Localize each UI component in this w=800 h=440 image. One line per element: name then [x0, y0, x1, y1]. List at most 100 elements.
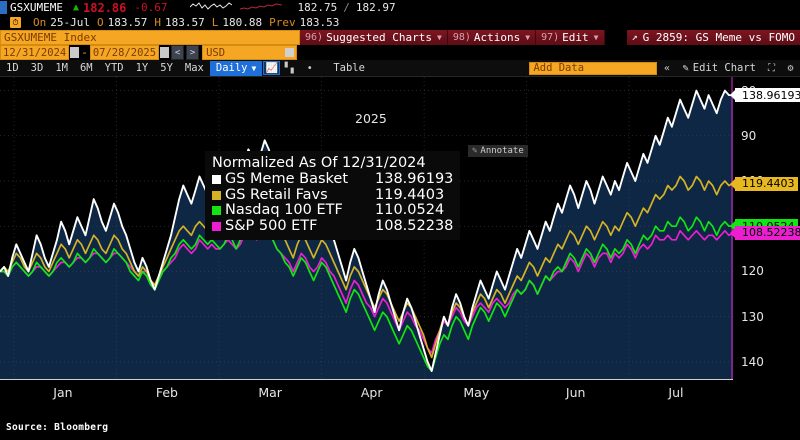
- currency-select[interactable]: USD: [202, 45, 298, 60]
- edit-button[interactable]: 97) Edit ▼: [536, 30, 605, 45]
- range-ytd[interactable]: YTD: [104, 62, 124, 74]
- legend-name: S&P 500 ETF: [225, 217, 318, 234]
- x-axis-year: 2025: [355, 111, 387, 126]
- bar-chart-icon[interactable]: ▘▖: [284, 62, 297, 74]
- ohlc-prev-value: 183.53: [299, 16, 340, 29]
- range-1d[interactable]: 1D: [6, 62, 19, 74]
- annotate-label: Annotate: [480, 146, 524, 156]
- suggested-charts-button[interactable]: 96) Suggested Charts ▼: [300, 30, 448, 45]
- quote-last-price: 182.86: [83, 0, 127, 15]
- line-chart-icon[interactable]: 📈: [263, 61, 281, 75]
- legend-value: 119.4403: [375, 186, 445, 203]
- range-5y[interactable]: 5Y: [160, 62, 173, 74]
- y-axis-tick: 90: [741, 128, 757, 143]
- legend-value: 138.96193: [375, 171, 454, 187]
- legend-swatch-icon: [212, 175, 221, 185]
- date-range-bar: 12/31/2024 - 07/28/2025 < > USD: [0, 45, 800, 60]
- suggested-charts-label: Suggested Charts: [326, 31, 433, 44]
- more-options-icon[interactable]: •: [306, 62, 313, 74]
- y-axis-tick: 130: [741, 309, 764, 324]
- gear-icon[interactable]: ⚙: [787, 62, 794, 74]
- range-1m[interactable]: 1M: [55, 62, 68, 74]
- start-date-input[interactable]: 12/31/2024: [0, 45, 70, 60]
- actions-number: 98): [452, 32, 471, 43]
- legend-item-retail: GS Retail Favs 119.4403: [212, 186, 453, 204]
- quote-header: GSXUMEME ▲ 182.86 -0.67 182.75 / 182.97 …: [0, 0, 800, 28]
- range-3d[interactable]: 3D: [30, 62, 44, 74]
- legend-item-meme: GS Meme Basket 138.96193: [212, 171, 454, 188]
- chart-title-label: G 2859: GS Meme vs FOMO: [642, 31, 795, 44]
- up-arrow-icon: ▲: [72, 2, 80, 13]
- chevron-down-icon: ▼: [525, 33, 531, 42]
- add-data-input[interactable]: Add Data: [529, 61, 658, 75]
- end-date-input[interactable]: 07/28/2025: [89, 45, 160, 60]
- actions-label: Actions: [473, 31, 521, 44]
- sparkline-icon: [189, 0, 232, 15]
- legend-value: 108.52238: [375, 217, 454, 234]
- pencil-icon: ✎: [472, 146, 478, 156]
- edit-chart-label: Edit Chart: [692, 62, 756, 74]
- suggested-charts-number: 96): [305, 32, 324, 43]
- axis-value-tag: 119.4403: [730, 176, 798, 191]
- legend-swatch-icon: [212, 190, 221, 200]
- edit-number: 97): [541, 32, 560, 43]
- ohlc-session: On: [33, 16, 47, 29]
- ohlc-prev-label: Prev: [269, 16, 296, 29]
- security-input[interactable]: GSXUMEME Index: [0, 30, 300, 45]
- range-1y[interactable]: 1Y: [135, 62, 149, 74]
- chart-legend: Normalized As Of 12/31/2024 GS Meme Bask…: [205, 151, 461, 240]
- annotate-button[interactable]: ✎ Annotate: [468, 145, 528, 157]
- legend-name: GS Retail Favs: [225, 186, 328, 203]
- ohlc-header: ⏱ On 25-Jul O 183.57 H 183.57 L 180.88 P…: [0, 15, 800, 30]
- x-axis-tick: Jul: [668, 385, 684, 400]
- actions-button[interactable]: 98) Actions ▼: [447, 30, 537, 45]
- next-period-button[interactable]: >: [186, 45, 200, 60]
- sparkline-secondary-icon: [239, 0, 282, 15]
- prev-period-button[interactable]: <: [171, 45, 185, 60]
- chevron-down-icon: ▼: [251, 63, 257, 73]
- axis-value-tag: 108.52238: [730, 225, 800, 240]
- legend-item-nasdaq: Nasdaq 100 ETF 110.0524: [212, 202, 453, 219]
- alert-bell-icon[interactable]: ⏱: [10, 17, 21, 28]
- chevron-down-icon: ▼: [593, 33, 599, 42]
- edit-chart-button[interactable]: ✎ Edit Chart: [676, 61, 762, 76]
- legend-title: Normalized As Of 12/31/2024: [212, 155, 426, 171]
- axis-value-tag: 138.96193: [730, 88, 800, 103]
- currency-value: USD: [206, 46, 226, 59]
- external-link-icon: ↗: [631, 32, 638, 43]
- security-color-swatch: [0, 1, 7, 14]
- period-label: Daily: [215, 62, 248, 74]
- legend-name: Nasdaq 100 ETF: [225, 202, 343, 218]
- x-axis-tick: Feb: [155, 385, 178, 400]
- quote-separator: /: [343, 1, 350, 14]
- ohlc-low-label: L: [211, 16, 219, 29]
- quote-ask: 182.97: [355, 1, 396, 14]
- range-max[interactable]: Max: [184, 62, 204, 74]
- ohlc-open-label: O: [97, 16, 104, 29]
- start-calendar-icon[interactable]: [70, 47, 80, 58]
- edit-label: Edit: [562, 31, 589, 44]
- range-6m[interactable]: 6M: [79, 62, 93, 74]
- chart-toolbar: 1D 3D 1M 6M YTD 1Y 5Y Max Daily ▼ 📈 ▘▖ •…: [0, 60, 800, 77]
- table-button[interactable]: Table: [333, 62, 365, 74]
- price-chart-svg[interactable]: [0, 77, 733, 380]
- date-range-dash: -: [81, 46, 88, 59]
- x-axis-tick: Apr: [360, 385, 383, 400]
- ohlc-low-value: 180.88: [222, 16, 263, 29]
- ohlc-open-value: 183.57: [107, 16, 148, 29]
- chevron-down-icon: ▼: [437, 33, 442, 42]
- chart-source-footer: Source: Bloomberg: [0, 418, 800, 440]
- chart-area[interactable]: ✎ Annotate Normalized As Of 12/31/2024 G…: [0, 77, 800, 416]
- quote-ticker[interactable]: GSXUMEME: [10, 1, 63, 14]
- end-calendar-icon[interactable]: [160, 47, 170, 58]
- period-select[interactable]: Daily ▼: [209, 60, 263, 76]
- legend-value: 110.0524: [375, 202, 445, 218]
- ohlc-high-label: H: [154, 16, 161, 29]
- collapse-icon[interactable]: «: [663, 62, 670, 74]
- fullscreen-icon[interactable]: ⛶: [768, 62, 775, 74]
- legend-swatch-icon: [212, 206, 221, 216]
- chart-title-button[interactable]: ↗ G 2859: GS Meme vs FOMO: [626, 30, 800, 45]
- x-axis-tick: Mar: [258, 385, 282, 400]
- y-axis-tick: 140: [741, 354, 764, 369]
- x-axis-tick: Jan: [53, 385, 73, 400]
